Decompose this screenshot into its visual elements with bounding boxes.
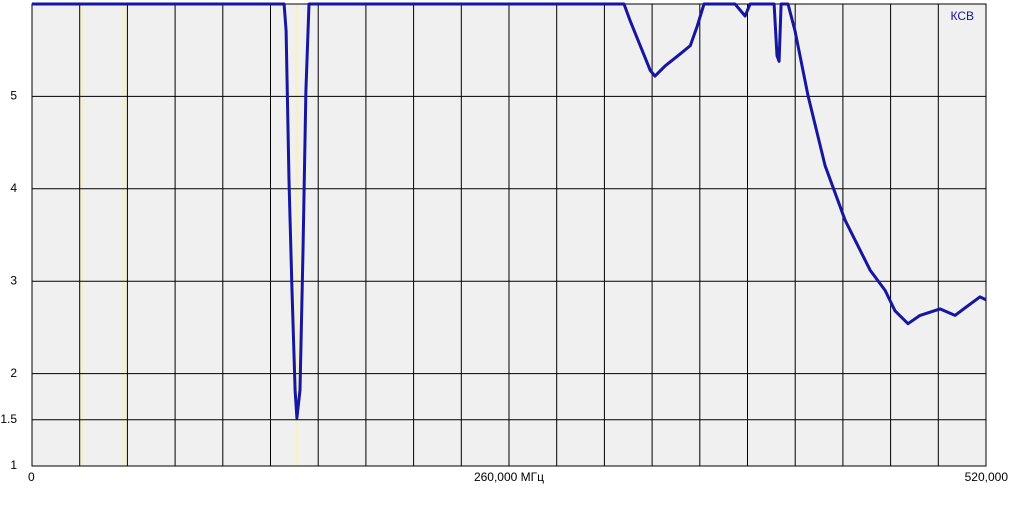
- x-tick-label: 520,000: [965, 470, 1009, 484]
- y-tick-label: 4: [10, 181, 17, 195]
- y-tick-label: 2: [10, 366, 17, 380]
- x-tick-label: 0: [28, 470, 35, 484]
- y-tick-label: 1.5: [0, 412, 17, 426]
- legend-label: КСВ: [950, 9, 974, 23]
- y-tick-label: 3: [10, 273, 17, 287]
- series-line: [32, 2, 987, 420]
- y-tick-label: 1: [10, 458, 17, 472]
- x-tick-label: 260,000 МГц: [474, 470, 544, 484]
- y-tick-label: 5: [10, 89, 17, 103]
